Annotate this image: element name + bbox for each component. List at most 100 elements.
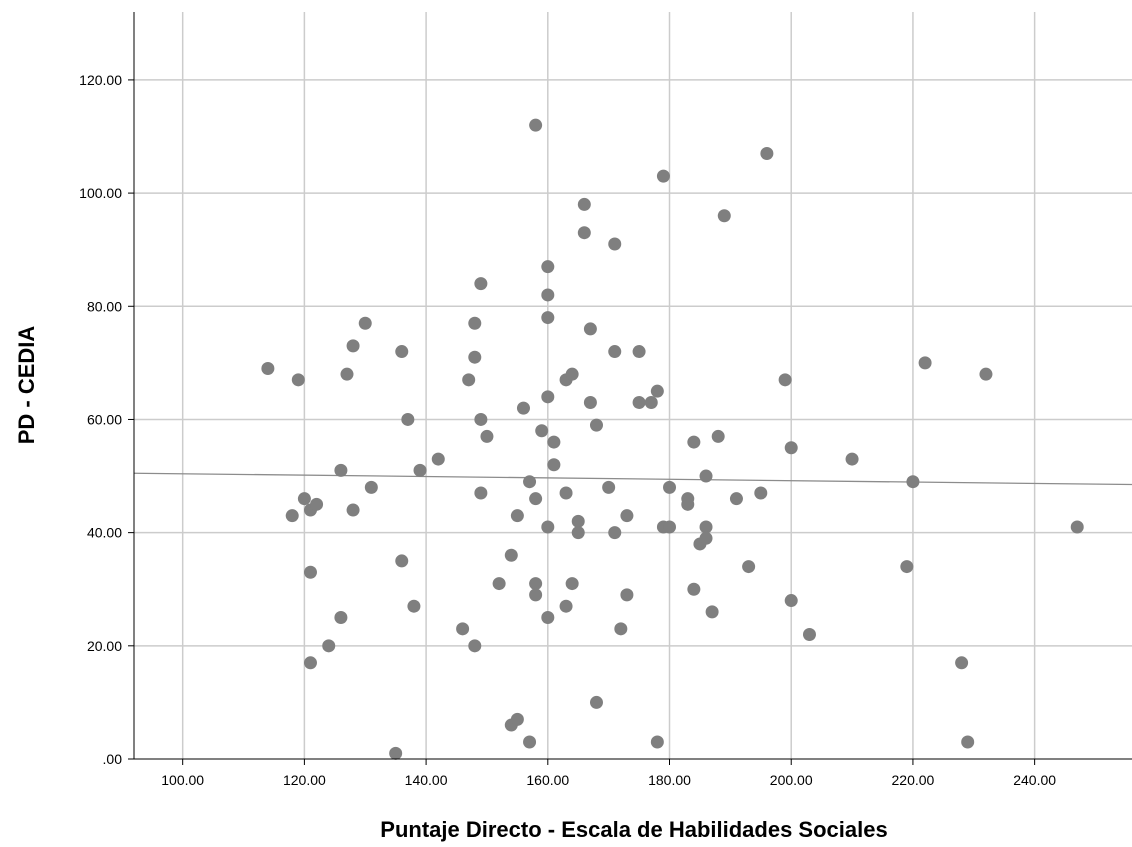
x-tick-label: 220.00 <box>892 772 935 788</box>
data-point <box>303 656 317 670</box>
data-point <box>583 395 597 409</box>
data-point <box>261 362 275 376</box>
data-point <box>474 486 488 500</box>
data-point <box>480 429 494 443</box>
data-point <box>431 452 445 466</box>
y-tick-label: 60.00 <box>87 411 122 427</box>
data-point <box>541 260 555 274</box>
data-point <box>699 531 713 545</box>
data-point <box>663 480 677 494</box>
data-point <box>687 435 701 449</box>
data-point <box>529 588 543 602</box>
data-point <box>620 588 634 602</box>
data-point <box>547 458 561 472</box>
x-tick-label: 240.00 <box>1013 772 1056 788</box>
data-point <box>310 497 324 511</box>
data-point <box>742 560 756 574</box>
data-point <box>297 492 311 506</box>
data-point <box>541 520 555 534</box>
data-point <box>784 594 798 608</box>
grid-lines <box>134 12 1132 759</box>
y-axis-title: PD - CEDIA <box>14 326 39 445</box>
x-tick-label: 140.00 <box>405 772 448 788</box>
data-point <box>541 390 555 404</box>
data-point <box>608 526 622 540</box>
data-point <box>900 560 914 574</box>
data-point <box>456 622 470 636</box>
data-point <box>699 469 713 483</box>
data-point <box>614 622 628 636</box>
data-point <box>474 412 488 426</box>
data-point <box>291 373 305 387</box>
data-point <box>620 509 634 523</box>
data-point <box>401 412 415 426</box>
data-point <box>468 639 482 653</box>
data-point <box>559 486 573 500</box>
data-point <box>778 373 792 387</box>
data-point <box>565 577 579 591</box>
data-point <box>650 735 664 749</box>
data-point <box>285 509 299 523</box>
data-point <box>681 497 695 511</box>
data-point <box>802 628 816 641</box>
data-point <box>510 509 524 523</box>
data-point <box>705 605 719 619</box>
data-point <box>845 452 859 466</box>
x-tick-label: 100.00 <box>161 772 204 788</box>
data-point <box>529 492 543 506</box>
data-point <box>334 611 348 625</box>
data-point <box>565 367 579 381</box>
fit-line <box>133 472 1132 486</box>
data-point <box>632 345 646 359</box>
data-point <box>589 418 603 432</box>
data-points <box>261 118 1084 760</box>
data-point <box>729 492 743 506</box>
data-point <box>510 712 524 726</box>
data-point <box>656 169 670 183</box>
data-point <box>717 209 731 223</box>
data-point <box>346 339 360 353</box>
fit-line-layer <box>133 472 1132 486</box>
data-point <box>395 345 409 359</box>
data-point <box>535 424 549 438</box>
data-point <box>918 356 932 370</box>
data-point <box>644 395 658 409</box>
data-point <box>571 514 585 528</box>
data-point <box>358 316 372 330</box>
data-point <box>523 475 537 489</box>
data-point <box>389 746 403 760</box>
data-point <box>334 463 348 477</box>
data-point <box>462 373 476 387</box>
data-point <box>589 695 603 709</box>
data-point <box>541 611 555 625</box>
data-point <box>711 429 725 443</box>
data-point <box>699 520 713 534</box>
data-point <box>523 735 537 749</box>
x-tick-label: 120.00 <box>283 772 326 788</box>
data-point <box>650 384 664 398</box>
x-tick-label: 180.00 <box>648 772 691 788</box>
data-point <box>906 475 920 489</box>
data-point <box>492 577 506 591</box>
data-point <box>364 480 378 494</box>
data-point <box>955 656 969 670</box>
data-point <box>1070 520 1084 534</box>
data-point <box>961 735 975 749</box>
y-tick-label: 20.00 <box>87 638 122 654</box>
data-point <box>413 463 427 477</box>
data-point <box>346 503 360 517</box>
data-point <box>663 520 677 534</box>
data-point <box>754 486 768 500</box>
data-point <box>608 237 622 251</box>
data-point <box>474 277 488 291</box>
data-point <box>541 288 555 302</box>
data-point <box>407 599 421 613</box>
data-point <box>784 441 798 455</box>
axes <box>128 12 1132 765</box>
x-tick-label: 160.00 <box>526 772 569 788</box>
data-point <box>632 395 646 409</box>
x-axis-title: Puntaje Directo - Escala de Habilidades … <box>380 817 887 842</box>
data-point <box>303 565 317 579</box>
data-point <box>608 345 622 359</box>
